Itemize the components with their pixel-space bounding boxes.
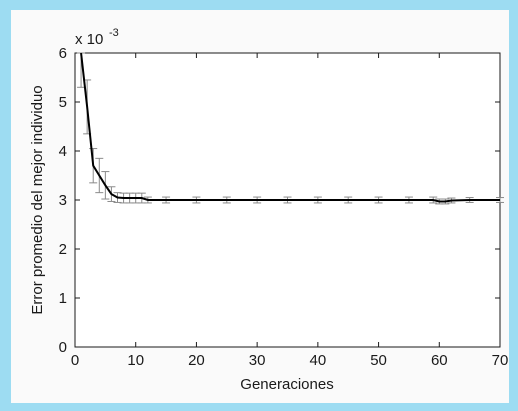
- series-line: [80, 52, 500, 203]
- series-lines: [80, 52, 500, 203]
- y-axis-label: Error promedio del mejor individuo: [29, 85, 46, 314]
- x-tick-label: 0: [71, 352, 79, 369]
- x-tick-label: 30: [249, 352, 266, 369]
- y-tick-label: 5: [59, 94, 67, 111]
- chart-figure: 0 10 20 30 40 50 60 70 0 1 2 3 4 5 6 x 10 -3 Generacio…: [11, 10, 509, 403]
- y-tick-label: 3: [59, 192, 67, 209]
- x-axis-label: Generaciones: [240, 376, 333, 393]
- y-tick-label: 2: [59, 241, 67, 258]
- y-multiplier-exponent: -3: [109, 27, 119, 39]
- x-tick-label: 20: [188, 352, 205, 369]
- x-tick-label: 10: [127, 352, 144, 369]
- y-tick-label: 0: [59, 339, 67, 356]
- error-line-chart: 0 10 20 30 40 50 60 70 0 1 2 3 4 5 6 x 10 -3 Generacio…: [29, 27, 509, 393]
- x-tick-label: 60: [431, 352, 448, 369]
- x-tick-label: 40: [310, 352, 327, 369]
- x-tick-label: 50: [370, 352, 387, 369]
- x-tick-label: 70: [492, 352, 509, 369]
- y-tick-label: 6: [59, 45, 67, 62]
- y-multiplier-label: x 10: [75, 31, 103, 48]
- axis-ticks: 0 10 20 30 40 50 60 70 0 1 2 3 4 5 6: [59, 45, 509, 369]
- y-tick-label: 1: [59, 290, 67, 307]
- y-tick-label: 4: [59, 143, 67, 160]
